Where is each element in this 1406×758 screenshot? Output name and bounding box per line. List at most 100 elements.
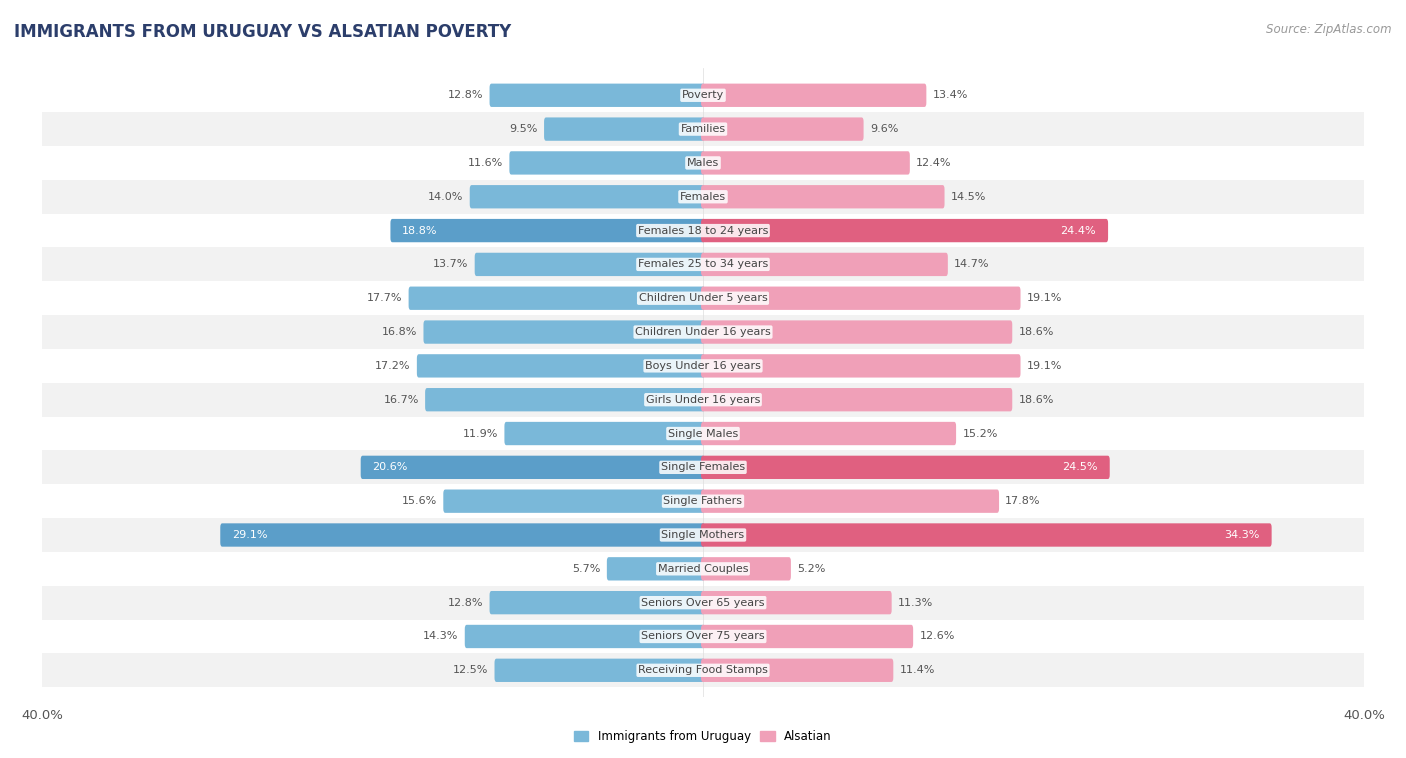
FancyBboxPatch shape (489, 83, 704, 107)
Text: Single Males: Single Males (668, 428, 738, 439)
Text: Poverty: Poverty (682, 90, 724, 100)
FancyBboxPatch shape (702, 659, 893, 682)
FancyBboxPatch shape (702, 422, 956, 445)
Text: 18.6%: 18.6% (1018, 327, 1054, 337)
Text: 12.5%: 12.5% (453, 666, 488, 675)
Text: Girls Under 16 years: Girls Under 16 years (645, 395, 761, 405)
Bar (42, 417, 1364, 450)
FancyBboxPatch shape (607, 557, 704, 581)
FancyBboxPatch shape (702, 219, 1108, 243)
Text: 20.6%: 20.6% (373, 462, 408, 472)
FancyBboxPatch shape (505, 422, 704, 445)
Text: Boys Under 16 years: Boys Under 16 years (645, 361, 761, 371)
Text: 11.3%: 11.3% (898, 597, 934, 608)
Text: 16.7%: 16.7% (384, 395, 419, 405)
Text: 9.5%: 9.5% (509, 124, 537, 134)
Text: 14.3%: 14.3% (423, 631, 458, 641)
FancyBboxPatch shape (391, 219, 704, 243)
FancyBboxPatch shape (409, 287, 704, 310)
Bar (42, 78, 1364, 112)
Text: Females 18 to 24 years: Females 18 to 24 years (638, 226, 768, 236)
Text: Seniors Over 75 years: Seniors Over 75 years (641, 631, 765, 641)
Bar (42, 619, 1364, 653)
Bar (42, 653, 1364, 688)
Text: Females 25 to 34 years: Females 25 to 34 years (638, 259, 768, 269)
Text: 11.9%: 11.9% (463, 428, 498, 439)
Text: IMMIGRANTS FROM URUGUAY VS ALSATIAN POVERTY: IMMIGRANTS FROM URUGUAY VS ALSATIAN POVE… (14, 23, 512, 41)
Bar (42, 552, 1364, 586)
Text: 5.2%: 5.2% (797, 564, 825, 574)
FancyBboxPatch shape (470, 185, 704, 208)
Bar (42, 146, 1364, 180)
FancyBboxPatch shape (475, 252, 704, 276)
Text: 14.0%: 14.0% (427, 192, 464, 202)
FancyBboxPatch shape (702, 388, 1012, 412)
Bar (42, 484, 1364, 518)
Text: Married Couples: Married Couples (658, 564, 748, 574)
FancyBboxPatch shape (702, 456, 1109, 479)
Bar (42, 450, 1364, 484)
Text: 12.6%: 12.6% (920, 631, 955, 641)
FancyBboxPatch shape (702, 490, 1000, 513)
FancyBboxPatch shape (509, 152, 704, 174)
Text: Single Fathers: Single Fathers (664, 496, 742, 506)
FancyBboxPatch shape (702, 523, 1271, 547)
Text: 15.6%: 15.6% (402, 496, 437, 506)
FancyBboxPatch shape (702, 287, 1021, 310)
Text: 9.6%: 9.6% (870, 124, 898, 134)
Legend: Immigrants from Uruguay, Alsatian: Immigrants from Uruguay, Alsatian (569, 725, 837, 748)
Bar (42, 112, 1364, 146)
FancyBboxPatch shape (702, 321, 1012, 343)
Text: 5.7%: 5.7% (572, 564, 600, 574)
Text: 18.8%: 18.8% (402, 226, 437, 236)
Text: 19.1%: 19.1% (1026, 293, 1062, 303)
FancyBboxPatch shape (702, 185, 945, 208)
Text: Receiving Food Stamps: Receiving Food Stamps (638, 666, 768, 675)
Bar (42, 281, 1364, 315)
FancyBboxPatch shape (221, 523, 704, 547)
Text: Source: ZipAtlas.com: Source: ZipAtlas.com (1267, 23, 1392, 36)
Text: 18.6%: 18.6% (1018, 395, 1054, 405)
FancyBboxPatch shape (702, 557, 792, 581)
FancyBboxPatch shape (361, 456, 704, 479)
FancyBboxPatch shape (425, 388, 704, 412)
Text: Children Under 16 years: Children Under 16 years (636, 327, 770, 337)
Text: 17.8%: 17.8% (1005, 496, 1040, 506)
Text: 24.5%: 24.5% (1063, 462, 1098, 472)
Text: 16.8%: 16.8% (382, 327, 418, 337)
Text: 15.2%: 15.2% (962, 428, 998, 439)
Text: Seniors Over 65 years: Seniors Over 65 years (641, 597, 765, 608)
Text: 13.4%: 13.4% (932, 90, 967, 100)
Text: Families: Families (681, 124, 725, 134)
Text: 14.7%: 14.7% (955, 259, 990, 269)
FancyBboxPatch shape (702, 354, 1021, 377)
FancyBboxPatch shape (423, 321, 704, 343)
Text: 14.5%: 14.5% (950, 192, 986, 202)
Text: 12.4%: 12.4% (917, 158, 952, 168)
FancyBboxPatch shape (702, 591, 891, 614)
FancyBboxPatch shape (702, 152, 910, 174)
FancyBboxPatch shape (702, 117, 863, 141)
FancyBboxPatch shape (544, 117, 704, 141)
FancyBboxPatch shape (489, 591, 704, 614)
Bar (42, 383, 1364, 417)
Bar (42, 180, 1364, 214)
Text: Children Under 5 years: Children Under 5 years (638, 293, 768, 303)
Text: 12.8%: 12.8% (447, 90, 484, 100)
Bar (42, 518, 1364, 552)
Text: 19.1%: 19.1% (1026, 361, 1062, 371)
FancyBboxPatch shape (702, 83, 927, 107)
FancyBboxPatch shape (416, 354, 704, 377)
Text: 12.8%: 12.8% (447, 597, 484, 608)
Bar (42, 586, 1364, 619)
Text: 29.1%: 29.1% (232, 530, 267, 540)
FancyBboxPatch shape (702, 252, 948, 276)
Text: Females: Females (681, 192, 725, 202)
Text: 17.2%: 17.2% (375, 361, 411, 371)
FancyBboxPatch shape (702, 625, 912, 648)
Text: Single Mothers: Single Mothers (661, 530, 745, 540)
FancyBboxPatch shape (495, 659, 704, 682)
Text: 34.3%: 34.3% (1225, 530, 1260, 540)
Bar (42, 248, 1364, 281)
Text: 13.7%: 13.7% (433, 259, 468, 269)
